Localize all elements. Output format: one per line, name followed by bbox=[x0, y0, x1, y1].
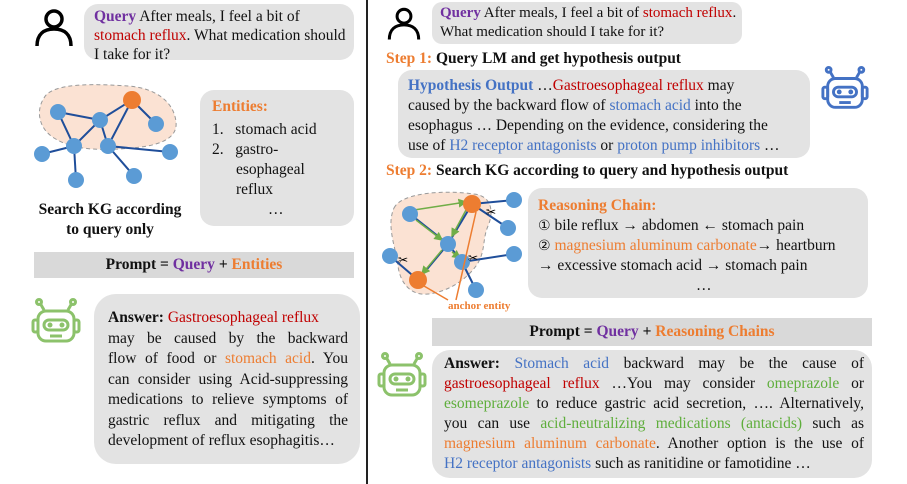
prompt-plus: + bbox=[214, 256, 232, 273]
prompt-query: Query bbox=[172, 256, 215, 273]
right-answer-bubble: Answer: Stomach acid backward may be the… bbox=[432, 350, 872, 478]
answer-term-h2: H2 receptor antagonists bbox=[444, 455, 592, 472]
robot-icon bbox=[31, 298, 81, 343]
entities-title: Entities: bbox=[212, 98, 268, 115]
robot-icon bbox=[821, 66, 869, 109]
chain-1-number: ① bbox=[538, 218, 551, 234]
hyp-text: or bbox=[596, 137, 618, 154]
answer-line: flow of food or bbox=[108, 350, 217, 367]
hypothesis-bubble: Hypothesis Output …Gastroesophageal refl… bbox=[398, 70, 810, 158]
answer-line: or bbox=[839, 375, 864, 392]
answer-line: medications to relieve symptoms of bbox=[108, 391, 348, 408]
answer-line: to reduce gastric acid secretion, …. Alt… bbox=[529, 395, 864, 412]
answer-line: you can use bbox=[444, 415, 541, 432]
hyp-text: … bbox=[537, 77, 553, 94]
reasoning-chain-title: Reasoning Chain: bbox=[538, 197, 657, 214]
step2-text: Search KG according to query and hypothe… bbox=[435, 162, 789, 179]
answer-line: . Another option is the use of bbox=[655, 435, 864, 452]
hypothesis-label: Hypothesis Output bbox=[408, 77, 534, 94]
step1-heading: Step 1: Query LM and get hypothesis outp… bbox=[386, 50, 681, 68]
step1-text: Query LM and get hypothesis output bbox=[435, 50, 681, 67]
answer-term-magnesium: magnesium aluminum carbonate bbox=[444, 435, 656, 452]
answer-term-antacids: acid-neutralizing medications (antacids) bbox=[540, 415, 803, 432]
chain-1-text: bile reflux → abdomen ← stomach pain bbox=[554, 217, 805, 234]
reasoning-chain-bubble: Reasoning Chain: ① bile reflux → abdomen… bbox=[528, 188, 868, 298]
hyp-text: into the bbox=[690, 97, 742, 114]
hyp-term-ppi: proton pump inhibitors bbox=[617, 137, 761, 154]
query-label: Query bbox=[94, 8, 137, 25]
entity-item-1: 1. stomach acid bbox=[212, 121, 317, 138]
hyp-text: esophagus … Depending on the evidence, c… bbox=[408, 117, 768, 134]
hyp-text: caused by the backward flow of bbox=[408, 97, 610, 114]
query-label: Query bbox=[440, 5, 481, 21]
query-text-rest: . What medication should I take for it? bbox=[440, 5, 737, 40]
svg-text:✂: ✂ bbox=[398, 253, 408, 267]
query-text: After meals, I feel a bit of bbox=[139, 8, 300, 25]
knowledge-graph-right: ✂ ✂ ✂ bbox=[382, 191, 522, 301]
left-query-bubble: Query After meals, I feel a bit of stoma… bbox=[84, 4, 354, 63]
step1-label: Step 1: bbox=[386, 50, 433, 67]
entities-more: … bbox=[268, 201, 284, 218]
prompt-prefix: Prompt = bbox=[529, 323, 597, 340]
entities-bubble: Entities: 1. stomach acid 2. gastro- eso… bbox=[200, 90, 354, 226]
chain-2-number: ② bbox=[538, 238, 551, 254]
answer-line: backward may be the cause of bbox=[609, 355, 864, 372]
answer-line: such as ranitidine or famotidine … bbox=[591, 455, 811, 472]
entity-item-2: 2. gastro- bbox=[212, 141, 279, 158]
answer-line: . You bbox=[310, 350, 348, 367]
panel-divider bbox=[366, 0, 368, 484]
answer-line: can consider using Acid-suppressing bbox=[108, 370, 348, 388]
anchor-entity-label: anchor entity bbox=[448, 300, 511, 312]
right-query-bubble: Query After meals, I feel a bit of stoma… bbox=[432, 2, 742, 44]
query-term: stomach reflux bbox=[94, 27, 187, 44]
left-prompt-bar: Prompt = Query + Entities bbox=[34, 252, 354, 278]
hyp-text: may bbox=[703, 77, 735, 94]
prompt-entities: Entities bbox=[231, 256, 283, 273]
prompt-query: Query bbox=[596, 323, 639, 340]
query-text-rest: . What medication should I take for it? bbox=[94, 27, 346, 63]
knowledge-graph-left bbox=[34, 84, 178, 188]
answer-term-omeprazole: omeprazole bbox=[766, 375, 840, 392]
left-answer-bubble: Answer: Gastroesophageal reflux may be c… bbox=[94, 294, 360, 464]
answer-line: gastric reflux and mitigating the bbox=[108, 411, 348, 429]
answer-label: Answer: bbox=[444, 355, 500, 372]
entity-item-2-line2: esophageal bbox=[236, 161, 305, 178]
entity-item-2-line3: reflux bbox=[236, 181, 274, 198]
hyp-term-stomach-acid: stomach acid bbox=[609, 97, 691, 114]
answer-line: …You may consider bbox=[599, 375, 767, 392]
svg-text:✂: ✂ bbox=[486, 205, 496, 219]
user-icon bbox=[387, 7, 421, 40]
user-icon bbox=[35, 9, 73, 47]
query-text: After meals, I feel a bit of bbox=[483, 5, 640, 21]
robot-icon bbox=[377, 352, 427, 397]
step2-heading: Step 2: Search KG according to query and… bbox=[386, 162, 788, 180]
query-term: stomach reflux bbox=[642, 5, 733, 21]
answer-line: may be caused by the backward bbox=[108, 329, 348, 347]
answer-label: Answer: bbox=[108, 309, 164, 326]
answer-term-stomach-acid: stomach acid bbox=[224, 350, 311, 367]
answer-term-gerd: gastroesophageal reflux bbox=[444, 375, 600, 392]
kg-caption-line2: to query only bbox=[66, 221, 154, 238]
answer-term-stomach-acid: Stomach acid bbox=[514, 355, 610, 372]
hyp-term-h2: H2 receptor antagonists bbox=[449, 137, 597, 154]
kg-caption-line1: Search KG according bbox=[38, 201, 182, 218]
right-prompt-bar: Prompt = Query + Reasoning Chains bbox=[432, 318, 872, 346]
answer-line: such as bbox=[802, 415, 865, 432]
hyp-text: … bbox=[760, 137, 780, 154]
chain-2-term: magnesium aluminum carbonate bbox=[554, 237, 757, 254]
hyp-term-gerd: Gastroesophageal reflux bbox=[552, 77, 704, 94]
kg-caption-left: Search KG according to query only bbox=[20, 200, 200, 240]
chain-more: … bbox=[696, 277, 712, 294]
svg-text:✂: ✂ bbox=[468, 251, 478, 265]
answer-term-gerd: Gastroesophageal reflux bbox=[167, 309, 319, 326]
step2-label: Step 2: bbox=[386, 162, 433, 179]
answer-term-esomeprazole: esomeprazole bbox=[444, 395, 530, 412]
prompt-plus: + bbox=[638, 323, 656, 340]
hyp-text: use of bbox=[408, 137, 450, 154]
chain-3-text: → excessive stomach acid → stomach pain bbox=[538, 257, 808, 274]
prompt-reasoning-chains: Reasoning Chains bbox=[655, 323, 775, 340]
prompt-prefix: Prompt = bbox=[105, 256, 173, 273]
chain-2-text: → heartburn bbox=[756, 237, 836, 254]
answer-line: development of reflux esophagitis… bbox=[108, 432, 335, 449]
